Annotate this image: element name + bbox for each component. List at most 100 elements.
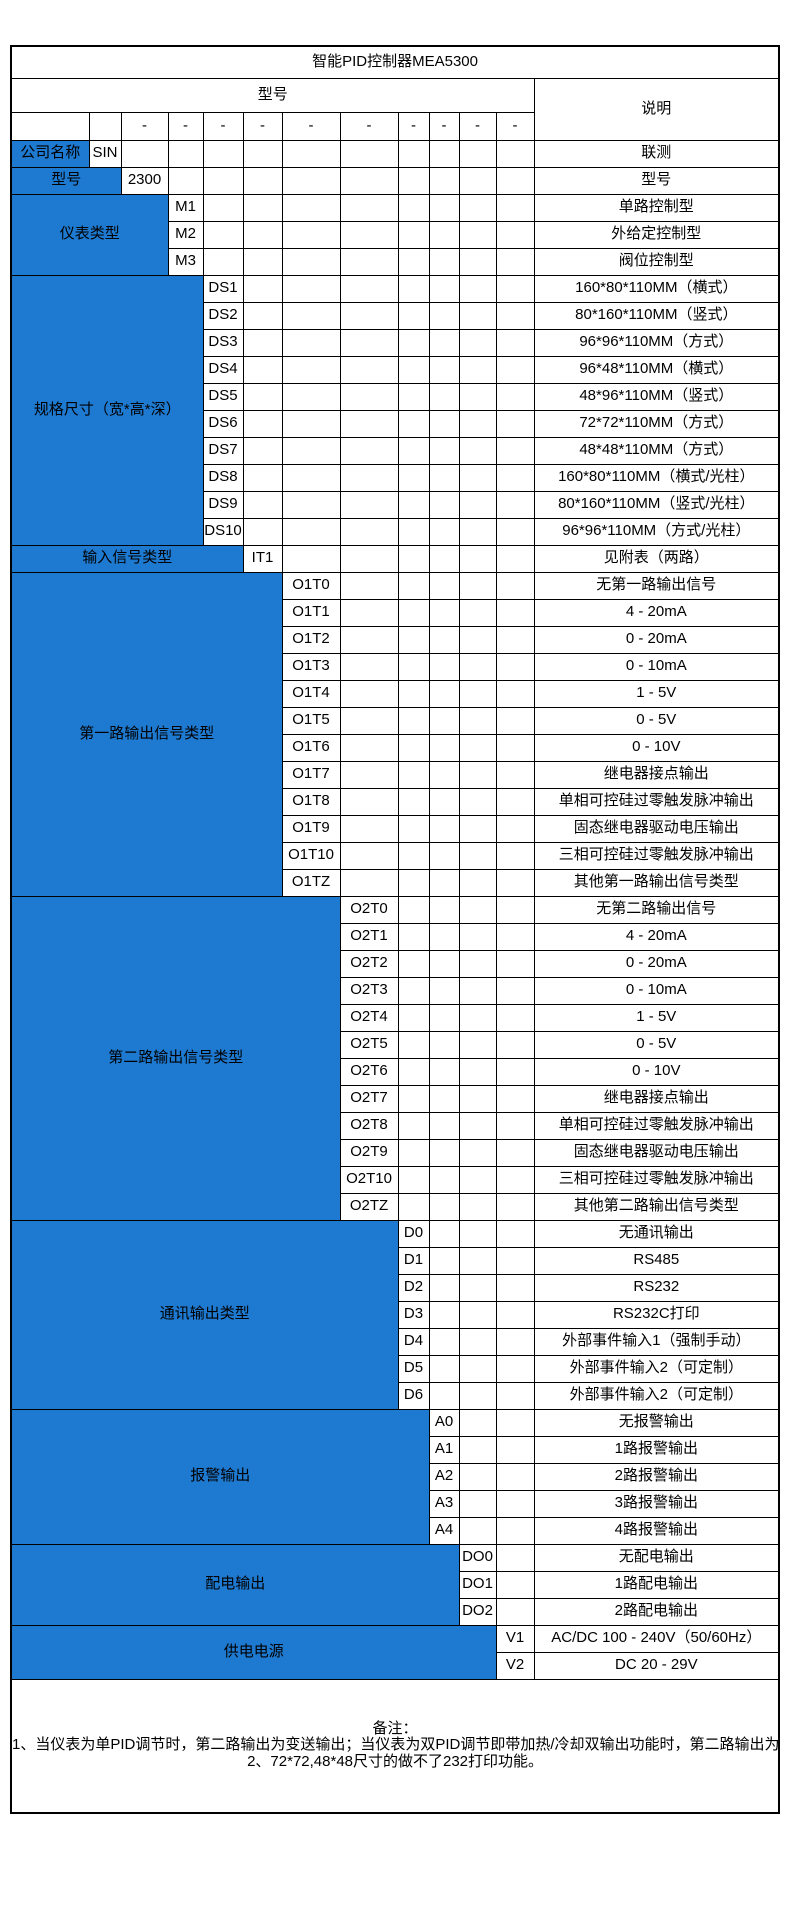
code-cell: O1T0 [281,571,341,600]
code-cell: D5 [397,1354,430,1383]
model-spec-table: 智能PID控制器MEA5300 型号 说明 ---------- 公司名称 SIN… [10,45,781,1814]
code-cell: DS4 [202,355,244,384]
empty-cell [428,733,460,762]
empty-cell [242,139,283,168]
empty-cell [167,139,204,168]
empty-cell [339,463,399,492]
code-cell: O1T9 [281,814,341,843]
empty-cell [428,1381,460,1410]
spec-row: V2 DC 20 - 29V [11,1651,780,1680]
empty-cell [458,1327,497,1356]
spec-row: O1T2 0 - 20mA [11,625,780,654]
empty-cell [120,139,169,168]
code-cell: A2 [428,1462,460,1491]
empty-cell [495,1084,535,1113]
empty-cell [397,841,430,870]
empty-cell [242,247,283,276]
empty-cell [339,382,399,411]
description-cell: 2路报警输出 [533,1462,780,1491]
empty-cell [458,382,497,411]
spec-row: 公司名称 SIN 联测 [10,139,780,168]
spec-row: D2 RS232 [11,1273,780,1302]
spec-row: O1T10 三相可控硅过零触发脉冲输出 [11,841,780,870]
empty-cell [458,193,497,222]
empty-cell [495,625,535,654]
empty-cell [458,274,497,303]
description-cell: 外部事件输入1（强制手动） [533,1327,780,1356]
description-cell: 无第一路输出信号 [533,571,780,600]
description-cell: 160*80*110MM（横式/光柱） [533,463,780,492]
description-cell: RS232C打印 [533,1300,780,1329]
empty-cell [397,355,430,384]
empty-cell [281,274,341,303]
code-cell: O1T8 [281,787,341,816]
empty-cell [495,409,535,438]
empty-cell [458,517,497,546]
spec-row: O1TZ 其他第一路输出信号类型 [11,868,780,897]
empty-cell [428,517,460,546]
empty-cell [495,1408,535,1437]
empty-cell [339,193,399,222]
empty-cell [428,436,460,465]
empty-cell [428,1111,460,1140]
empty-cell [202,139,244,168]
dash-cell: - [397,111,430,141]
empty-cell [428,625,460,654]
code-cell: A3 [428,1489,460,1518]
empty-cell [242,220,283,249]
spec-row: 报警输出 A0 无报警输出 [10,1408,780,1545]
empty-cell [339,598,399,627]
notes-cell: 备注： 1、当仪表为单PID调节时，第二路输出为变送输出；当仪表为双PID调节即… [10,1678,780,1813]
spec-row: DS6 72*72*110MM（方式） [11,409,780,438]
empty-cell [458,652,497,681]
empty-cell [428,1057,460,1086]
empty-cell [397,1111,430,1140]
empty-cell [397,1030,430,1059]
empty-cell [495,301,535,330]
empty-cell [495,1381,535,1410]
empty-cell [202,166,244,195]
code-cell: DS5 [202,382,244,411]
description-cell: 4 - 20mA [533,598,780,627]
code-cell: O2T5 [339,1030,399,1059]
empty-cell [428,193,460,222]
spec-row: O1T3 0 - 10mA [11,652,780,681]
dash-cell: - [281,111,341,141]
spec-row: A2 2路报警输出 [11,1462,780,1491]
empty-cell [428,355,460,384]
description-cell: 80*160*110MM（竖式/光柱） [533,490,780,519]
empty-cell [339,571,399,600]
empty-cell [495,868,535,897]
code-cell: O1T10 [281,841,341,870]
empty-cell [458,355,497,384]
empty-cell [495,733,535,762]
empty-cell [495,760,535,789]
empty-cell [458,1030,497,1059]
empty-cell [339,679,399,708]
empty-cell [428,301,460,330]
empty-cell [428,1003,460,1032]
empty-cell [242,355,283,384]
code-cell: DO2 [458,1597,497,1626]
description-cell: 2路配电输出 [533,1597,780,1626]
description-cell: 0 - 5V [533,706,780,735]
empty-cell [281,409,341,438]
empty-cell [428,976,460,1005]
description-cell: 外给定控制型 [533,220,780,249]
empty-cell [339,220,399,249]
empty-cell [281,490,341,519]
spec-row: O2T6 0 - 10V [11,1057,780,1086]
description-cell: 0 - 10V [533,1057,780,1086]
empty-cell [397,436,430,465]
empty-cell [428,1165,460,1194]
empty-cell [458,1435,497,1464]
empty-cell [397,1192,430,1221]
dash-cell: - [242,111,283,141]
code-cell: D0 [397,1219,430,1248]
empty-cell [495,1057,535,1086]
empty-cell [495,436,535,465]
section-label-cell: 第一路输出信号类型 [10,571,283,897]
spec-row: DS2 80*160*110MM（竖式） [11,301,780,330]
description-cell: AC/DC 100 - 240V（50/60Hz） [533,1624,780,1653]
description-cell: 72*72*110MM（方式） [533,409,780,438]
